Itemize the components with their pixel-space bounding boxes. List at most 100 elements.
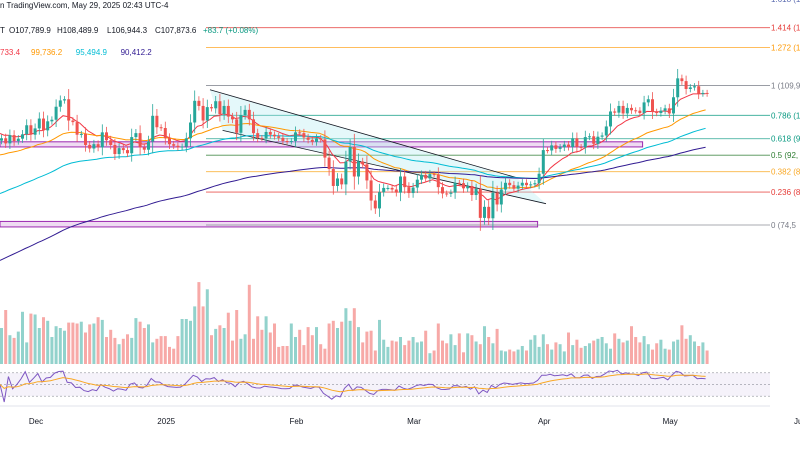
volume-bar [285,346,289,364]
channel-upper-line [209,89,517,179]
volume-bar [88,324,92,364]
candle [483,206,486,218]
header-close: C107,873.6 [155,26,197,35]
candle [554,145,558,149]
candle [176,145,180,148]
candle [126,150,129,154]
volume-bar [655,343,659,364]
x-tick-label-5: May [663,417,678,426]
volume-bar [243,334,247,364]
volume-bar [319,344,323,364]
volume-bar [331,320,335,364]
volume-bar [361,342,365,364]
volume-bar [214,328,218,364]
volume-bar [138,321,142,364]
volume-bar [340,321,344,364]
volume-bar [168,346,171,364]
candle [617,105,621,113]
volume-bar [71,322,75,364]
volume-bar [12,337,16,364]
volume-bar [672,341,675,364]
candle [172,144,176,146]
candle [676,78,680,98]
volume-bar [180,319,184,364]
candle [117,148,121,155]
candle [155,115,159,128]
volume-bar [348,320,352,364]
candle [138,133,142,148]
candle [663,108,667,111]
volume-bar [289,323,293,364]
candle [432,174,436,176]
zone-band-0 [0,141,644,148]
candle [113,144,117,155]
volume-bar [268,332,272,364]
header-change: +83.7 (+0.08%) [203,26,258,35]
x-tick-label-0: Dec [29,417,43,426]
candle [352,146,356,177]
volume-bar [558,344,562,364]
volume-bar [504,351,507,364]
volume-bar [399,337,402,364]
candle [231,116,234,120]
volume-bar [499,350,503,364]
candle [4,138,8,144]
candle [29,125,33,135]
candle [705,92,709,94]
candle [33,128,37,135]
x-tick-label-1: 2025 [157,417,175,426]
volume-bar [46,320,50,364]
candle [462,183,465,189]
volume-bar [96,317,100,364]
volume-bar [189,320,192,364]
candle [54,106,58,120]
candle [567,144,570,147]
candle [109,140,113,145]
volume-bar [147,324,150,364]
volume-bar [8,335,12,364]
ma-value-2: 95,494.9 [76,48,108,57]
candle [210,107,213,109]
volume-bar [281,346,285,364]
candle [550,145,554,151]
volume-bar [617,338,621,364]
fib-label-6: 0.5 (92, [771,151,798,160]
volume-bar [705,350,709,364]
volume-bar [155,338,159,364]
volume-bar [100,319,104,364]
candle [420,174,423,180]
volume-bar [21,311,24,364]
volume-bar [231,340,234,364]
volume-bar [252,338,255,364]
volume-bar [63,330,66,364]
candle [520,182,524,186]
volume-bar [193,306,197,364]
volume-bar [336,328,339,364]
fib-label-7: 0.382 (8 [771,168,800,177]
candle [411,187,415,194]
candle [184,138,188,147]
fib-label-8: 0.236 (8 [771,188,800,197]
candle [546,150,549,152]
candle [336,178,339,186]
volume-bar [151,342,155,364]
fib-label-1: 1.414 (1 [771,24,800,33]
candle [415,179,419,188]
volume-bar [210,335,213,364]
volume-bar [4,310,8,364]
candle [92,144,96,149]
volume-bar [357,327,360,364]
candle [319,138,323,140]
rsi-ma-line [0,373,706,393]
candle [105,132,108,141]
volume-bar [264,316,268,364]
volume-bar [483,326,486,364]
volume-bar [54,326,58,364]
volume-bar [592,340,596,364]
volume-bar [16,331,20,364]
candle [583,137,587,148]
volume-bar [105,337,108,364]
candle [8,135,12,144]
candle [264,131,268,139]
volume-bar [428,353,432,364]
